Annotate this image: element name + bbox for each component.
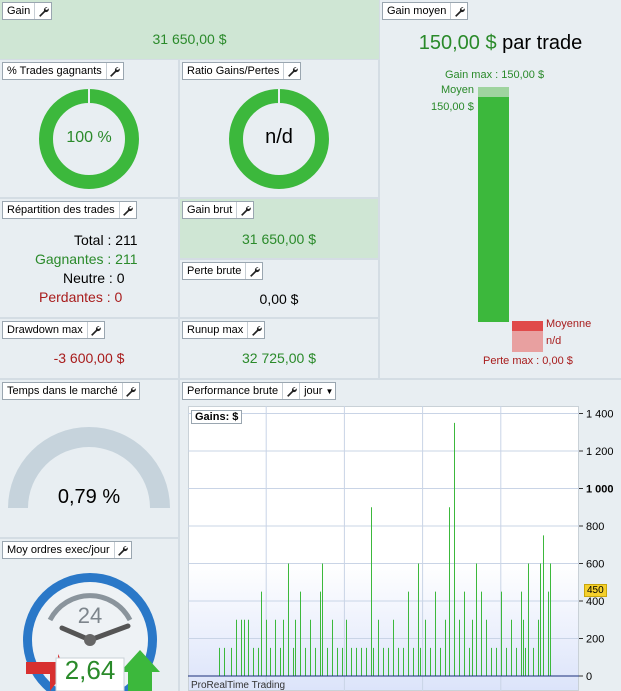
total-label: Total : 211 bbox=[74, 232, 138, 248]
gain-moyen-suffix: par trade bbox=[502, 32, 583, 54]
temps-value: 0,79 % bbox=[57, 486, 121, 508]
drawdown-panel: Drawdown max -3 600,00 $ bbox=[0, 319, 178, 378]
drawdown-value: -3 600,00 $ bbox=[53, 350, 125, 366]
pct-trades-value: 100 % bbox=[66, 129, 112, 146]
clock-number: 24 bbox=[77, 603, 103, 628]
wrench-icon[interactable] bbox=[105, 63, 123, 79]
chart-area[interactable] bbox=[188, 406, 579, 691]
wrench-icon[interactable] bbox=[118, 202, 136, 218]
gain-max-label: Gain max : 150,00 $ bbox=[445, 69, 545, 81]
chevron-down-icon: ▼ bbox=[325, 386, 334, 396]
chart-legend: Gains: $ bbox=[191, 410, 243, 424]
ratio-panel: Ratio Gains/Pertes n/d bbox=[180, 60, 378, 197]
wrench-icon[interactable] bbox=[121, 383, 139, 399]
y-tick-label: 200 bbox=[586, 634, 604, 646]
gain-bar bbox=[478, 97, 509, 322]
ratio-title: Ratio Gains/Pertes bbox=[187, 65, 280, 77]
gagnantes-label: Gagnantes : 211 bbox=[35, 251, 138, 267]
ordres-value: 2,64 bbox=[64, 655, 116, 685]
perf-panel: Performance brute jour ▼ 0 200 400 600 800 1 … bbox=[180, 380, 621, 691]
y-tick-label: 1 200 bbox=[586, 446, 614, 458]
repartition-panel: Répartition des trades Total : 211 Gagna… bbox=[0, 199, 178, 317]
gain-title: Gain bbox=[7, 5, 31, 17]
ratio-header[interactable]: Ratio Gains/Pertes bbox=[182, 62, 302, 80]
neutre-label: Neutre : 0 bbox=[63, 270, 125, 286]
runup-header[interactable]: Runup max bbox=[182, 321, 266, 339]
period-value: jour bbox=[304, 385, 323, 397]
wrench-icon[interactable] bbox=[283, 63, 300, 79]
ordres-header[interactable]: Moy ordres exec/jour bbox=[2, 541, 132, 559]
chart-legend-label: Gains: $ bbox=[195, 411, 239, 423]
gain-brut-value: 31 650,00 $ bbox=[242, 231, 316, 247]
gain-brut-header[interactable]: Gain brut bbox=[182, 201, 255, 219]
drawdown-title: Drawdown max bbox=[7, 324, 83, 336]
moyenne-label: Moyenne bbox=[546, 318, 592, 330]
gain-moyen-header[interactable]: Gain moyen bbox=[382, 2, 469, 20]
wrench-icon[interactable] bbox=[282, 383, 299, 399]
gain-value: 31 650,00 $ bbox=[152, 31, 227, 47]
gain-moyen-value: 150,00 $ bbox=[418, 32, 497, 54]
temps-header[interactable]: Temps dans le marché bbox=[2, 382, 140, 400]
runup-panel: Runup max 32 725,00 $ bbox=[180, 319, 378, 378]
perte-max-label: Perte max : 0,00 $ bbox=[483, 355, 573, 367]
gain-panel: Gain 31 650,00 $ bbox=[0, 0, 379, 59]
wrench-icon[interactable] bbox=[247, 322, 264, 338]
loss-max-bar bbox=[512, 331, 543, 352]
clock-icon bbox=[23, 573, 160, 691]
perf-title: Performance brute bbox=[187, 385, 279, 397]
perte-brute-title: Perte brute bbox=[187, 265, 242, 277]
current-value-marker: 450 bbox=[584, 584, 607, 597]
ordres-title: Moy ordres exec/jour bbox=[7, 544, 110, 556]
y-tick-label: 400 bbox=[586, 596, 604, 608]
perdantes-label: Perdantes : 0 bbox=[39, 289, 123, 305]
moyen-value: 150,00 $ bbox=[431, 101, 474, 113]
pct-trades-panel: % Trades gagnants 100 % bbox=[0, 60, 178, 197]
y-tick-label: 600 bbox=[586, 559, 604, 571]
gain-moyen-line: 150,00 $ par trade bbox=[380, 32, 621, 55]
wrench-icon[interactable] bbox=[113, 542, 131, 558]
runup-value: 32 725,00 $ bbox=[242, 350, 316, 366]
pct-trades-title: % Trades gagnants bbox=[7, 65, 102, 77]
wrench-icon[interactable] bbox=[86, 322, 104, 338]
repartition-title: Répartition des trades bbox=[7, 204, 115, 216]
ratio-donut bbox=[229, 88, 329, 189]
temps-gauge bbox=[8, 427, 170, 508]
ordres-panel: Moy ordres exec/jour 24 2,64 bbox=[0, 539, 178, 691]
ratio-value: n/d bbox=[265, 126, 293, 148]
y-tick-label: 0 bbox=[586, 671, 592, 683]
moyenne-value: n/d bbox=[546, 335, 562, 347]
moyen-label: Moyen bbox=[441, 84, 475, 96]
runup-title: Runup max bbox=[187, 324, 244, 336]
gain-max-bar bbox=[478, 87, 509, 97]
wrench-icon[interactable] bbox=[245, 263, 262, 279]
wrench-icon[interactable] bbox=[450, 3, 467, 19]
gain-brut-title: Gain brut bbox=[187, 204, 233, 216]
y-tick-label: 1 400 bbox=[586, 409, 614, 421]
y-tick-label: 800 bbox=[586, 521, 604, 533]
perf-chart: 0 200 400 600 800 1 000 1 200 1 400 bbox=[188, 406, 614, 691]
temps-title: Temps dans le marché bbox=[7, 385, 118, 397]
perte-brute-value: 0,00 $ bbox=[259, 291, 299, 307]
wrench-icon[interactable] bbox=[236, 202, 253, 218]
loss-average-bar bbox=[512, 321, 543, 331]
wrench-icon[interactable] bbox=[34, 3, 51, 19]
perf-header[interactable]: Performance brute jour ▼ bbox=[182, 382, 337, 400]
chart-watermark: ProRealTime Trading bbox=[191, 680, 286, 691]
pct-trades-donut bbox=[39, 88, 139, 189]
gain-moyen-panel: Gain moyen 150,00 $ par trade Gain max :… bbox=[380, 0, 621, 378]
period-select[interactable]: jour ▼ bbox=[299, 383, 335, 399]
gain-header[interactable]: Gain bbox=[2, 2, 53, 20]
gain-brut-panel: Gain brut 31 650,00 $ bbox=[180, 199, 378, 258]
drawdown-header[interactable]: Drawdown max bbox=[2, 321, 105, 339]
repartition-header[interactable]: Répartition des trades bbox=[2, 201, 137, 219]
y-tick-label: 1 000 bbox=[586, 484, 614, 496]
gain-moyen-title: Gain moyen bbox=[387, 5, 447, 17]
pct-trades-header[interactable]: % Trades gagnants bbox=[2, 62, 124, 80]
perte-brute-panel: Perte brute 0,00 $ bbox=[180, 260, 378, 317]
perte-brute-header[interactable]: Perte brute bbox=[182, 262, 264, 280]
temps-panel: Temps dans le marché 0,79 % bbox=[0, 380, 178, 537]
